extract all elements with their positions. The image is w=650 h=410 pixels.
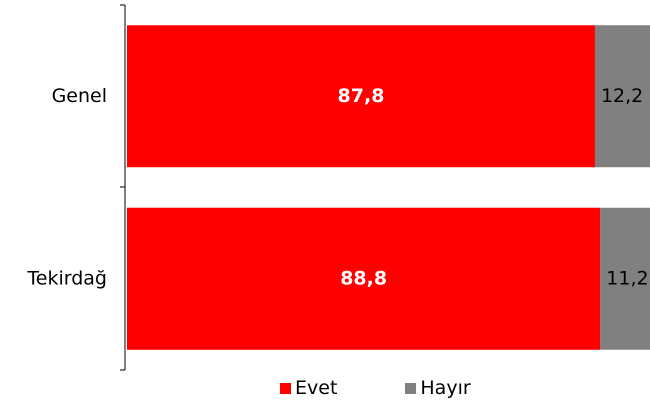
legend-label-evet: Evet (295, 377, 338, 399)
bar-hayir-genel (594, 25, 650, 168)
bar-evet-genel (127, 25, 595, 168)
category-label-genel: Genel (52, 85, 107, 107)
data-label-hayir-genel: 12,2 (601, 85, 643, 107)
legend-swatch-hayir (405, 382, 417, 394)
data-label-hayir-tekirdag: 11,2 (606, 267, 648, 289)
legend: Evet Hayır (280, 376, 471, 400)
category-label-tekirdag: Tekirdağ (26, 267, 107, 289)
legend-swatch-evet (280, 382, 291, 394)
legend-item-evet: Evet (280, 377, 337, 399)
data-label-evet-tekirdag: 88,8 (340, 267, 387, 289)
legend-label-hayir: Hayır (420, 377, 471, 399)
bar-evet-tekirdag (127, 207, 601, 350)
legend-item-hayir: Hayır (405, 377, 471, 399)
bars-group: Genel 87,8 12,2 Tekirdağ 88,8 11,2 (26, 25, 650, 350)
bar-hayir-tekirdag (600, 207, 650, 350)
data-label-evet-genel: 87,8 (338, 85, 385, 107)
